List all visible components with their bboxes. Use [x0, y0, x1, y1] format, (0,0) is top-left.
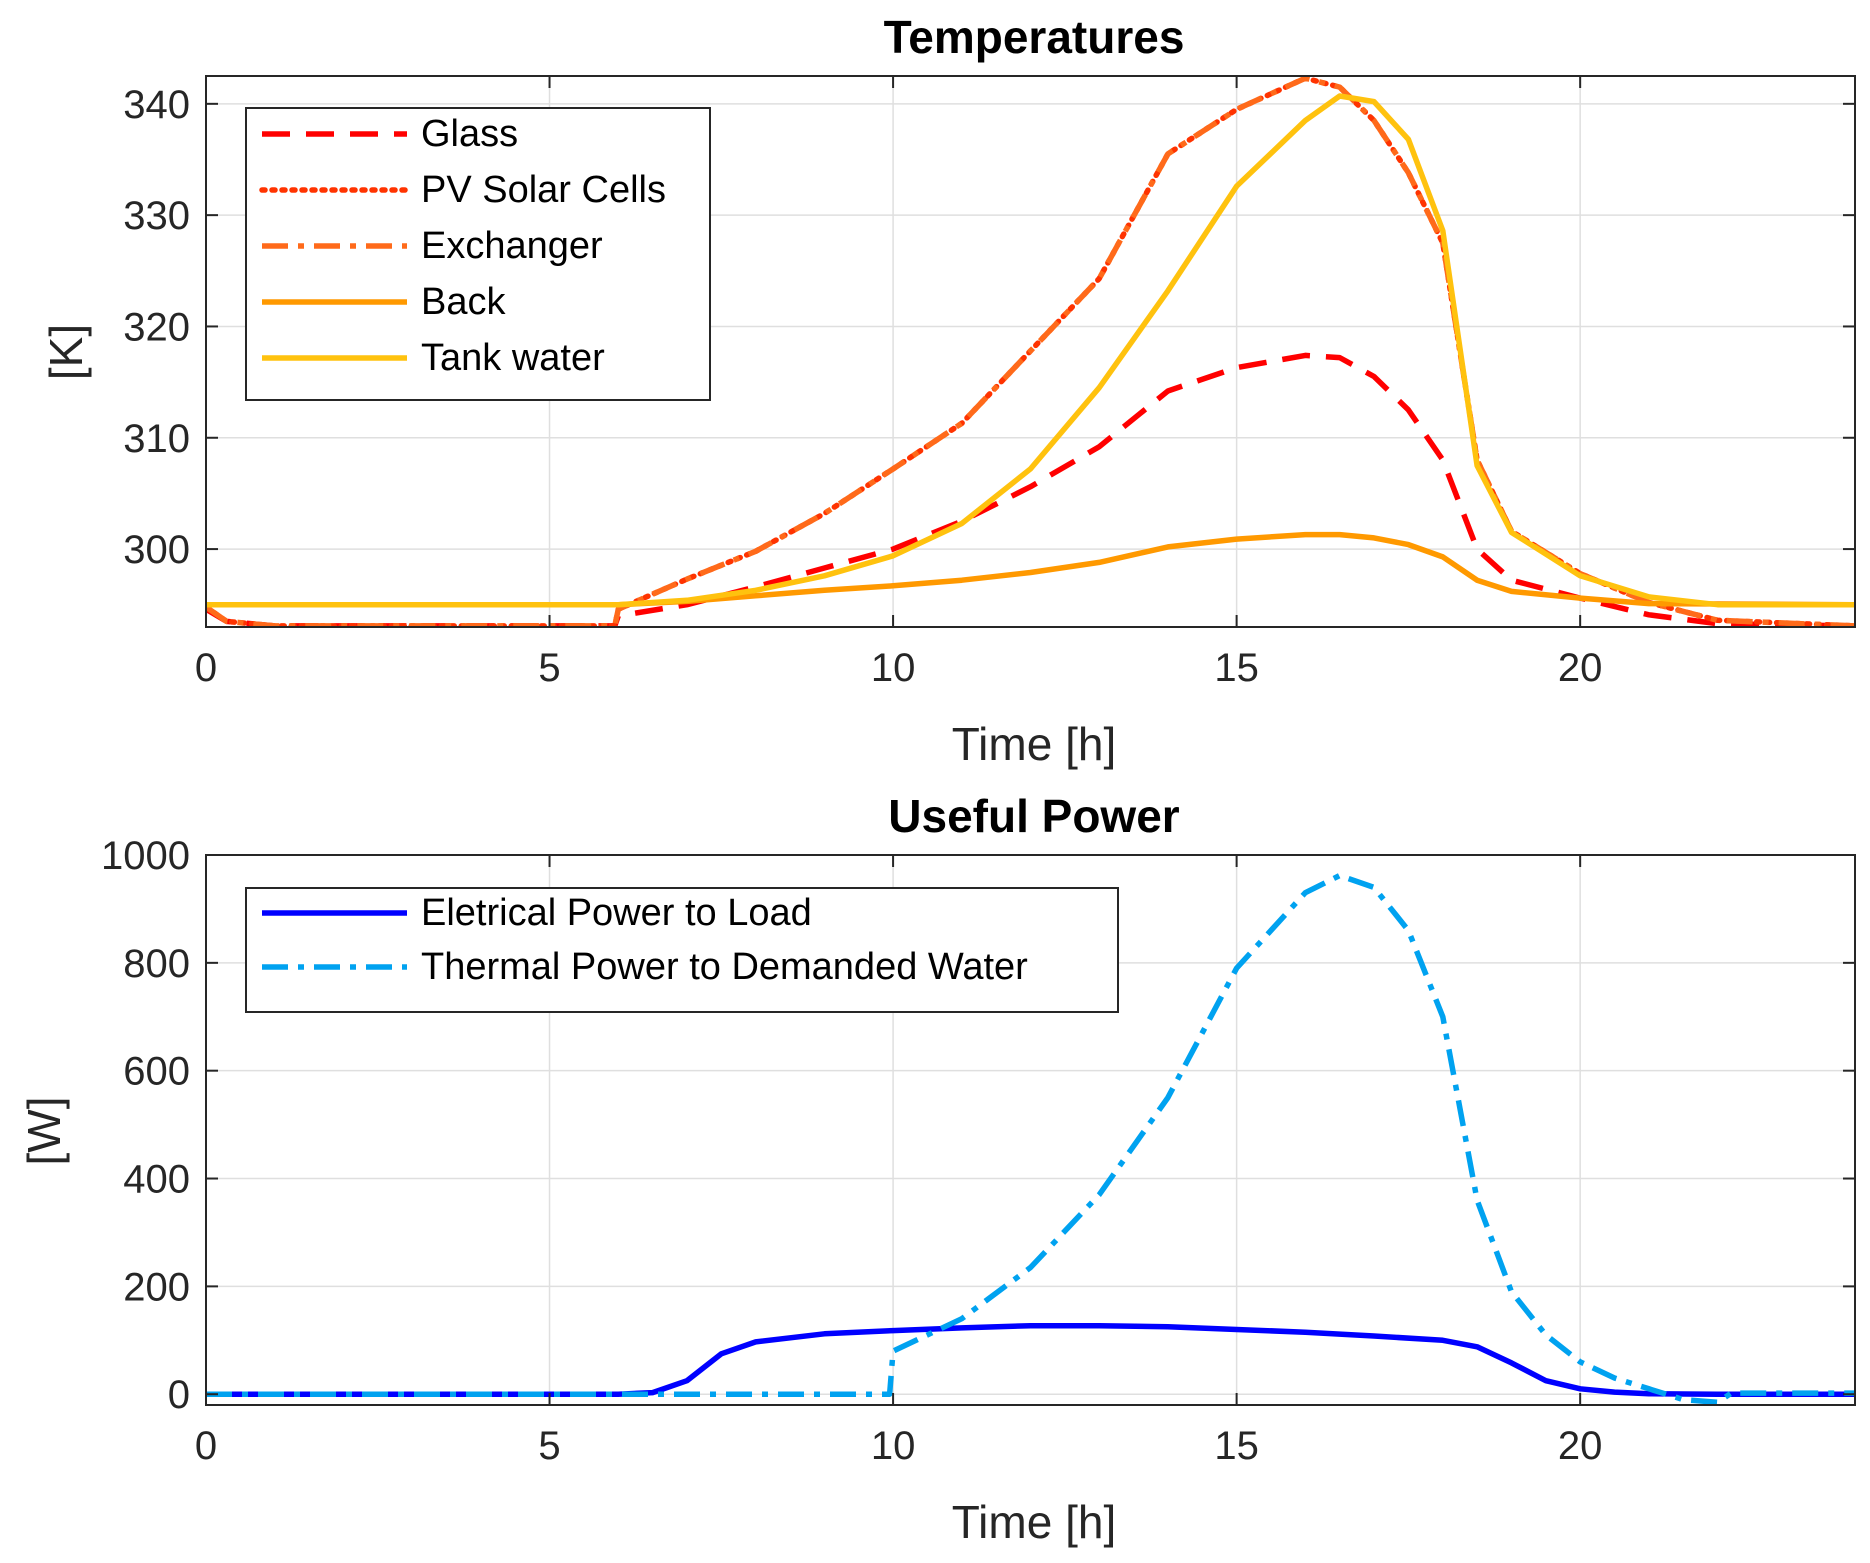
temperatures-x-tick-label: 20: [1558, 646, 1603, 690]
temperatures-chart: Temperatures Time [h] [K] 0 5 10 15 20 300 310…: [40, 11, 1856, 770]
useful-power-ylabel: [W]: [18, 1097, 70, 1166]
electrical-power-line: [206, 1322, 1855, 1397]
useful-power-legend-box: [245, 887, 1119, 1013]
temperatures-series-group: [206, 76, 1855, 627]
useful-power-y-tick-label: 800: [123, 942, 190, 986]
temperatures-x-tick-label: 0: [195, 646, 217, 690]
useful-power-y-tick-label: 200: [123, 1265, 190, 1309]
temperatures-x-tick-label: 5: [538, 646, 560, 690]
temperatures-y-tick-label: 320: [123, 305, 190, 349]
temperatures-legend-label: Back: [421, 281, 506, 323]
useful-power-chart: Useful Power Time [h] [W] 0 5 10 15 20020040…: [18, 790, 1856, 1548]
temperatures-y-tick-label: 300: [123, 528, 190, 572]
useful-power-axes-box: [205, 854, 1856, 1406]
temperatures-axes-box: [205, 75, 1856, 628]
temperatures-y-tick-label: 330: [123, 194, 190, 238]
useful-power-series-group: [206, 872, 1855, 1405]
useful-power-y-tick-label: 1000: [101, 834, 190, 878]
temperatures-legend-label: PV Solar Cells: [421, 169, 666, 211]
temperatures-xlabel: Time [h]: [952, 718, 1116, 770]
useful-power-x-tick-label: 20: [1558, 1424, 1603, 1468]
useful-power-x-tick-label: 15: [1214, 1424, 1259, 1468]
thermal-power-line: [206, 872, 1855, 1405]
back-line: [206, 531, 1855, 608]
temperatures-x-tick-label: 10: [871, 646, 916, 690]
useful-power-legend: Eletrical Power to Load Thermal Power to …: [245, 887, 1119, 1013]
temperatures-y-tick-label: 340: [123, 83, 190, 127]
temperatures-legend-label: Exchanger: [421, 225, 603, 267]
useful-power-x-tick-label: 5: [538, 1424, 560, 1468]
useful-power-title: Useful Power: [888, 790, 1180, 842]
temperatures-x-tick-label: 15: [1214, 646, 1259, 690]
temperatures-ylabel: [K]: [40, 324, 92, 380]
temperatures-title: Temperatures: [884, 11, 1185, 63]
useful-power-legend-label: Eletrical Power to Load: [421, 892, 812, 934]
temperatures-legend: Glass PV Solar Cells Exchanger Back Tank wat…: [245, 107, 711, 401]
useful-power-x-tick-label: 10: [871, 1424, 916, 1468]
useful-power-legend-label: Thermal Power to Demanded Water: [421, 946, 1028, 988]
useful-power-x-tick-label: 0: [195, 1424, 217, 1468]
tank-water-line: [206, 93, 1855, 608]
temperatures-legend-box: [245, 107, 711, 401]
temperatures-y-tick-label: 310: [123, 417, 190, 461]
useful-power-y-tick-label: 0: [168, 1373, 190, 1417]
temperatures-legend-label: Glass: [421, 113, 518, 155]
temperatures-legend-label: Tank water: [421, 337, 605, 379]
useful-power-xlabel: Time [h]: [952, 1496, 1116, 1548]
useful-power-y-tick-label: 400: [123, 1158, 190, 1202]
useful-power-y-tick-label: 600: [123, 1050, 190, 1094]
